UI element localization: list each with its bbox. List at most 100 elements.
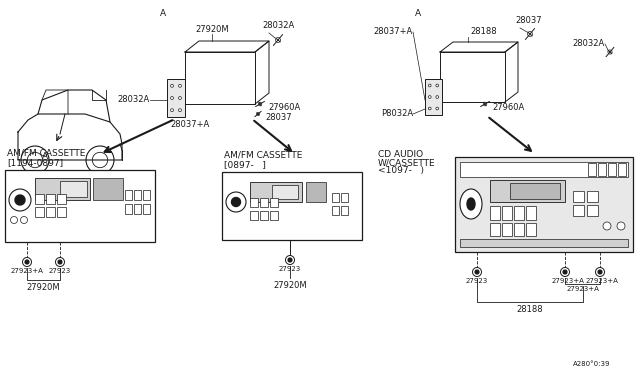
Circle shape [257, 113, 259, 115]
Text: 28188: 28188 [470, 27, 497, 36]
Text: 27960A: 27960A [268, 103, 300, 112]
Text: [0897-   ]: [0897- ] [224, 160, 266, 169]
Bar [490, 180, 565, 202]
Bar [618, 163, 626, 176]
Circle shape [171, 109, 173, 112]
Text: 27923+A: 27923+A [586, 278, 618, 284]
Text: 28037+A: 28037+A [374, 28, 413, 36]
Bar [143, 204, 150, 214]
Bar [270, 211, 278, 220]
Bar [222, 172, 362, 240]
Circle shape [25, 260, 29, 264]
Bar [134, 190, 141, 200]
Bar [608, 163, 616, 176]
Bar [502, 223, 512, 236]
Circle shape [472, 267, 481, 276]
Bar [514, 206, 524, 220]
Text: A: A [160, 9, 166, 18]
Text: AM/FM CASSETTE: AM/FM CASSETTE [224, 151, 302, 160]
Bar [514, 223, 524, 236]
Ellipse shape [467, 198, 475, 210]
Circle shape [285, 256, 294, 264]
Text: A: A [42, 152, 48, 161]
Text: 27920M: 27920M [273, 281, 307, 290]
Circle shape [288, 258, 292, 262]
Circle shape [86, 146, 114, 174]
Text: CD AUDIO: CD AUDIO [378, 150, 423, 159]
Bar [425, 79, 442, 115]
Bar [46, 194, 55, 204]
Text: <1097-   ): <1097- ) [378, 166, 424, 175]
Circle shape [483, 102, 487, 106]
Bar [490, 223, 500, 236]
Circle shape [226, 192, 246, 212]
Circle shape [15, 195, 25, 205]
Circle shape [92, 152, 108, 168]
Text: 28188: 28188 [516, 305, 543, 314]
Bar [455, 157, 633, 252]
Bar [573, 191, 584, 202]
Bar [587, 191, 598, 202]
Bar [270, 198, 278, 207]
Circle shape [20, 217, 28, 224]
Bar [35, 178, 90, 200]
Bar [332, 193, 339, 202]
Circle shape [9, 189, 31, 211]
Text: A: A [415, 9, 421, 18]
Bar [134, 204, 141, 214]
Bar [332, 206, 339, 215]
Bar [60, 181, 87, 197]
Text: 27960A: 27960A [492, 103, 524, 112]
Bar [185, 52, 255, 104]
Bar [490, 206, 500, 220]
Ellipse shape [460, 189, 482, 219]
Text: 27920M: 27920M [195, 25, 229, 34]
Bar [502, 206, 512, 220]
Bar [35, 194, 44, 204]
Circle shape [428, 107, 431, 110]
Bar [460, 162, 628, 177]
Bar [250, 182, 302, 202]
Text: P8032A: P8032A [381, 109, 413, 119]
Circle shape [561, 267, 570, 276]
Circle shape [10, 217, 17, 224]
Bar [272, 185, 298, 199]
Bar [440, 52, 505, 102]
Bar [250, 198, 258, 207]
Text: 28032A: 28032A [262, 21, 294, 30]
Circle shape [22, 257, 31, 266]
Circle shape [21, 146, 49, 174]
Circle shape [428, 96, 431, 98]
Bar [588, 163, 596, 176]
Bar [125, 204, 132, 214]
Bar [341, 193, 348, 202]
Text: [1194-0897]: [1194-0897] [7, 158, 63, 167]
Circle shape [617, 222, 625, 230]
Bar [526, 223, 536, 236]
Text: 28032A: 28032A [118, 96, 150, 105]
Circle shape [232, 198, 241, 206]
Text: 27923: 27923 [279, 266, 301, 272]
Circle shape [436, 96, 438, 98]
Circle shape [179, 84, 181, 87]
Bar [57, 194, 66, 204]
Circle shape [428, 84, 431, 87]
Text: 28032A: 28032A [573, 39, 605, 48]
Text: 27923+A: 27923+A [552, 278, 584, 284]
Circle shape [598, 270, 602, 274]
Text: 27923: 27923 [466, 278, 488, 284]
Text: 27923+A: 27923+A [11, 268, 44, 274]
Text: 28037: 28037 [265, 112, 292, 122]
Bar [260, 211, 268, 220]
Text: W/CASSETTE: W/CASSETTE [378, 158, 436, 167]
Circle shape [595, 267, 605, 276]
Circle shape [259, 102, 262, 106]
Bar [598, 163, 606, 176]
Circle shape [179, 97, 181, 99]
Bar [5, 170, 155, 242]
Bar [35, 207, 44, 217]
Circle shape [563, 270, 567, 274]
Circle shape [171, 84, 173, 87]
Bar [125, 190, 132, 200]
Circle shape [527, 32, 532, 36]
